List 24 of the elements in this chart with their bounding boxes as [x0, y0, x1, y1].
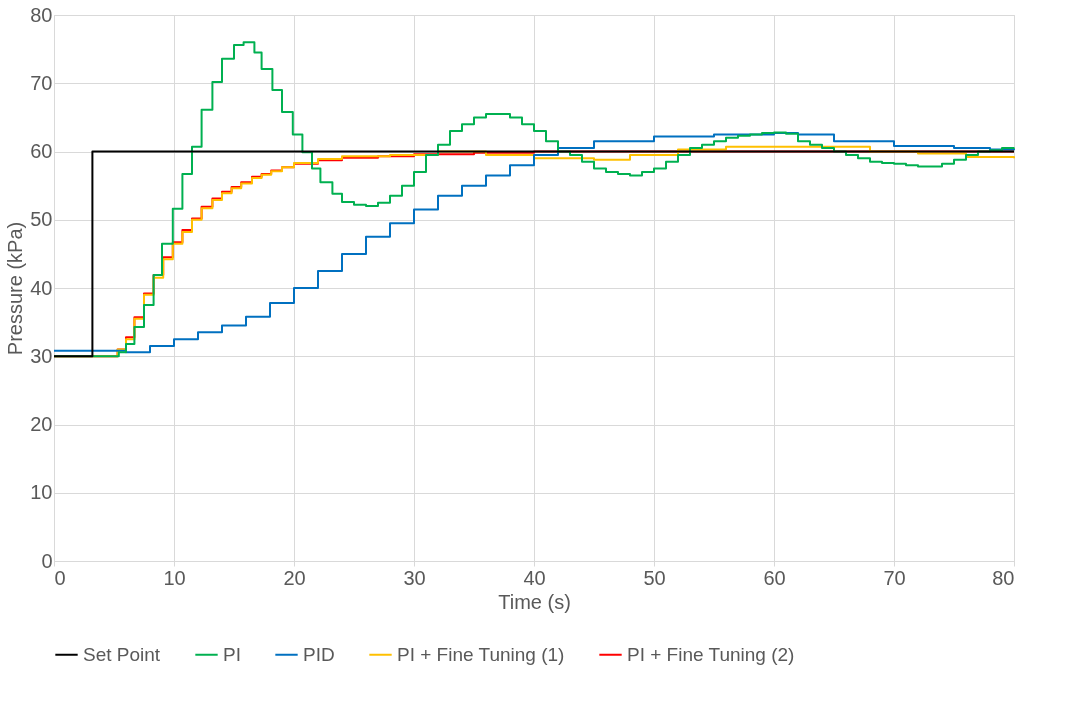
- y-tick-label: 0: [41, 549, 53, 572]
- legend-label: PI + Fine Tuning (1): [397, 643, 565, 665]
- legend-label: PI + Fine Tuning (2): [627, 643, 795, 665]
- x-tick-label: 70: [883, 566, 906, 589]
- x-axis-title: Time (s): [498, 590, 571, 613]
- x-tick-label: 60: [763, 566, 786, 589]
- y-tick-label: 20: [30, 413, 53, 435]
- x-tick-label: 10: [163, 566, 186, 589]
- x-tick-label: 80: [992, 566, 1015, 589]
- x-tick-label: 40: [523, 566, 546, 589]
- y-tick-label: 30: [30, 344, 53, 367]
- y-tick-label: 70: [30, 71, 53, 94]
- x-tick-label: 20: [283, 566, 306, 589]
- y-tick-label: 40: [30, 276, 53, 299]
- x-tick-label: 50: [643, 566, 666, 589]
- legend-label: PI: [223, 643, 241, 665]
- y-tick-label: 50: [30, 208, 53, 231]
- x-tick-label: 30: [403, 566, 426, 589]
- y-tick-label: 10: [30, 481, 53, 504]
- y-tick-label: 60: [30, 140, 53, 162]
- y-tick-label: 80: [30, 3, 53, 26]
- y-axis-title: Pressure (kPa): [4, 221, 27, 356]
- legend-label: PID: [303, 643, 335, 665]
- legend-label: Set Point: [83, 643, 161, 665]
